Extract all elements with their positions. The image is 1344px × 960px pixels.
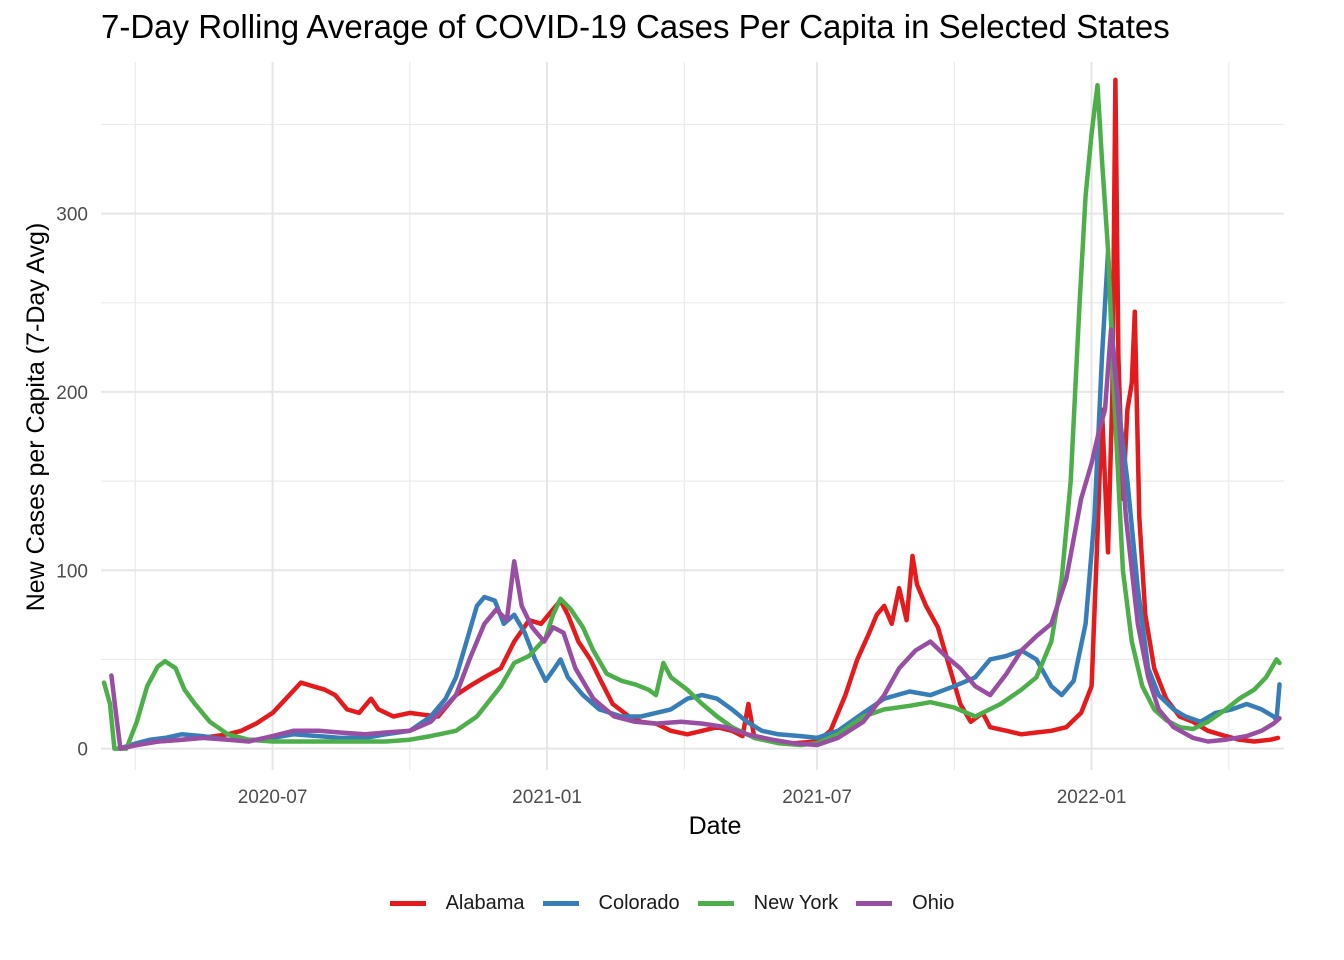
y-tick-label: 100	[56, 561, 88, 582]
legend-swatch	[856, 901, 893, 906]
legend-swatch	[542, 901, 579, 906]
x-tick-label: 2021-07	[782, 787, 852, 808]
x-axis-title: Date	[689, 812, 742, 840]
chart-title: 7-Day Rolling Average of COVID-19 Cases …	[101, 8, 1170, 45]
legend-item-alabama: Alabama	[389, 892, 525, 915]
chart-legend: Alabama Colorado New York Ohio	[0, 892, 1344, 915]
legend-item-new-york: New York	[697, 892, 839, 915]
y-tick-label: 0	[77, 740, 88, 761]
legend-item-ohio: Ohio	[856, 892, 954, 915]
series-lines	[101, 77, 1282, 751]
x-tick-label: 2020-07	[238, 787, 308, 808]
series-line-ohio	[109, 327, 1282, 751]
legend-swatch	[389, 901, 426, 906]
legend-label: Alabama	[445, 892, 525, 914]
x-axis-tick-labels: 2020-07 2021-01 2021-07 2022-01	[238, 787, 1127, 808]
y-axis-tick-labels: 0 100 200 300	[56, 205, 88, 761]
x-tick-label: 2022-01	[1057, 787, 1127, 808]
minor-gridlines	[101, 62, 1284, 770]
x-tick-label: 2021-01	[512, 787, 582, 808]
y-axis-title: New Cases per Capita (7-Day Avg)	[22, 223, 50, 612]
y-tick-label: 300	[56, 205, 88, 226]
legend-item-colorado: Colorado	[542, 892, 680, 915]
y-tick-label: 200	[56, 383, 88, 404]
legend-label: New York	[753, 892, 839, 914]
legend-label: Ohio	[912, 892, 955, 914]
legend-label: Colorado	[598, 892, 680, 914]
legend-swatch	[697, 901, 734, 906]
major-gridlines	[101, 62, 1284, 770]
